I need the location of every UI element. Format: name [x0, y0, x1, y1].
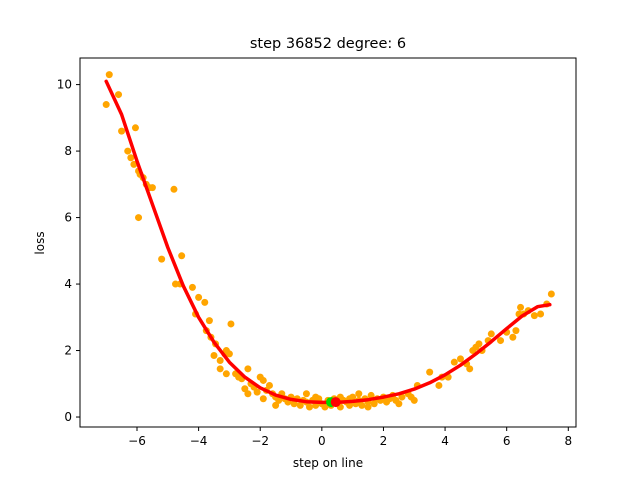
scatter-point	[265, 381, 273, 389]
x-tick-label: −2	[251, 434, 269, 448]
scatter-point	[398, 393, 406, 401]
scatter-point	[135, 214, 143, 222]
scatter-point	[312, 393, 320, 401]
scatter-point	[115, 91, 123, 99]
y-tick-label: 0	[64, 410, 72, 424]
y-tick-label: 2	[64, 344, 72, 358]
scatter-point	[395, 400, 403, 408]
x-tick-label: −6	[128, 434, 146, 448]
scatter-point	[188, 283, 196, 291]
scatter-point	[530, 312, 538, 320]
scatter-point	[124, 147, 132, 155]
scatter-point	[195, 293, 203, 301]
scatter-point	[178, 252, 186, 260]
plot-frame	[79, 57, 577, 428]
x-tick-label: 0	[318, 434, 326, 448]
scatter-point	[497, 337, 505, 345]
scatter-point	[355, 390, 363, 398]
minimum-point-marker	[330, 397, 341, 408]
scatter-point	[517, 303, 525, 311]
scatter-point	[364, 403, 372, 411]
plot-marks	[102, 71, 555, 411]
scatter-point	[302, 390, 310, 398]
scatter-point	[346, 401, 354, 409]
x-tick-label: 6	[503, 434, 511, 448]
scatter-point	[102, 101, 110, 109]
scatter-point	[201, 298, 209, 306]
fit-curve	[104, 79, 552, 405]
scatter-point	[306, 403, 314, 411]
scatter-point	[130, 160, 138, 168]
scatter-point	[244, 390, 252, 398]
scatter-point	[321, 403, 329, 411]
scatter-point	[205, 317, 213, 325]
x-tick-label: 8	[564, 434, 572, 448]
scatter-point	[512, 327, 520, 335]
scatter-point	[216, 357, 224, 365]
scatter-point	[475, 340, 483, 348]
scatter-point	[148, 184, 156, 192]
y-axis-label: loss	[33, 231, 47, 254]
scatter-point	[127, 154, 135, 162]
scatter-point	[435, 381, 443, 389]
chart-title: step 36852 degree: 6	[250, 36, 406, 52]
scatter-point	[259, 376, 267, 384]
x-tick-label: 4	[441, 434, 449, 448]
scatter-point	[358, 401, 366, 409]
scatter-point	[537, 310, 545, 318]
scatter-point	[456, 355, 464, 363]
scatter-point	[509, 333, 517, 341]
scatter-point	[105, 71, 113, 79]
scatter-point	[466, 365, 474, 373]
scatter-point	[487, 330, 495, 338]
scatter-point	[426, 368, 434, 376]
scatter-point	[131, 124, 139, 132]
y-tick-label: 10	[57, 78, 72, 92]
scatter-point	[170, 185, 178, 193]
scatter-point	[222, 370, 230, 378]
scatter-point	[210, 352, 218, 360]
y-axis: 0 2 4 6 8 10	[57, 78, 80, 424]
scatter-point	[272, 401, 280, 409]
x-tick-label: −4	[190, 434, 208, 448]
scatter-point	[118, 127, 126, 135]
x-axis: −6 −4 −2 0 2 4 6 8	[128, 427, 572, 448]
x-tick-label: 2	[380, 434, 388, 448]
scatter-point	[253, 388, 261, 396]
scatter-point	[410, 396, 418, 404]
scatter-point	[259, 395, 267, 403]
y-tick-label: 8	[64, 144, 72, 158]
scatter-point	[216, 365, 224, 373]
scatter-point	[225, 350, 233, 358]
y-tick-label: 4	[64, 277, 72, 291]
x-axis-label: step on line	[293, 456, 363, 470]
y-tick-label: 6	[64, 211, 72, 225]
scatter-point	[244, 365, 252, 373]
scatter-point	[450, 358, 458, 366]
scatter-point	[547, 290, 555, 298]
scatter-point	[158, 255, 166, 263]
scatter-point	[227, 320, 235, 328]
